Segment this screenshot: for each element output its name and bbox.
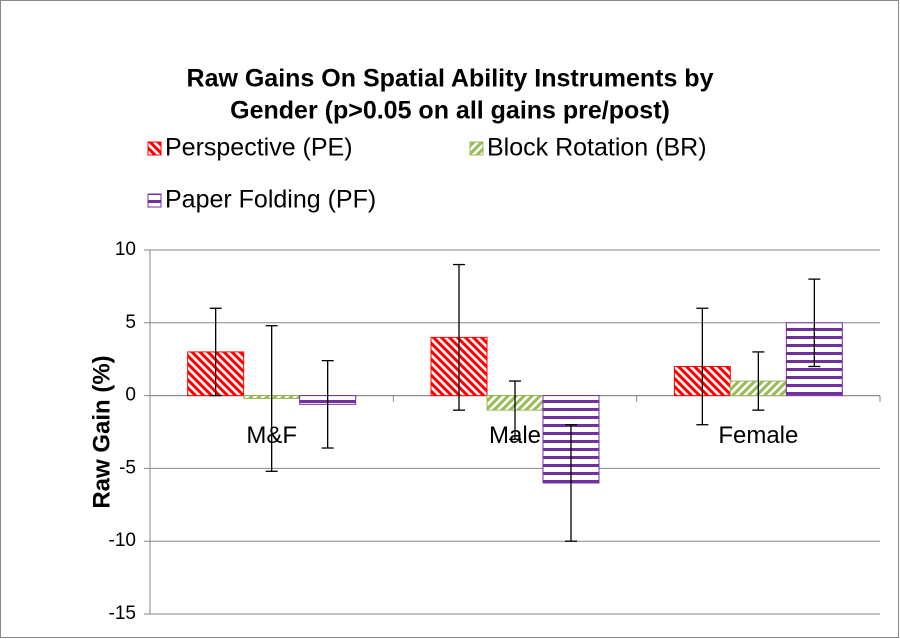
error-bar — [565, 424, 577, 542]
error-bar — [209, 307, 222, 397]
error-bar — [321, 360, 334, 449]
error-bar — [752, 351, 765, 411]
x-tick-label: M&F — [246, 422, 297, 449]
error-bar — [808, 278, 821, 368]
legend-swatch — [147, 141, 162, 156]
y-tick-label: -5 — [119, 457, 136, 478]
y-tick-label: -10 — [109, 530, 136, 551]
chart-title: Raw Gains On Spatial Ability Instruments… — [187, 65, 714, 93]
y-tick-label: 10 — [115, 239, 136, 260]
y-tick-label: 0 — [125, 385, 136, 406]
legend-label: Paper Folding (PF) — [165, 186, 376, 214]
error-bar — [453, 263, 465, 411]
x-tick-label: Male — [489, 422, 541, 449]
error-bar — [509, 380, 521, 440]
y-tick-label: -15 — [109, 603, 136, 624]
x-tick-label: Female — [718, 422, 798, 449]
legend-label: Block Rotation (BR) — [487, 134, 707, 162]
y-tick-label: 5 — [125, 312, 136, 333]
legend-swatch — [147, 193, 162, 208]
error-bar — [696, 307, 709, 426]
legend-swatch — [469, 141, 484, 156]
legend-label: Perspective (PE) — [165, 134, 353, 162]
y-axis-label: Raw Gain (%) — [88, 355, 115, 508]
error-bar — [265, 325, 278, 472]
chart-title: Gender (p>0.05 on all gains pre/post) — [230, 97, 670, 125]
